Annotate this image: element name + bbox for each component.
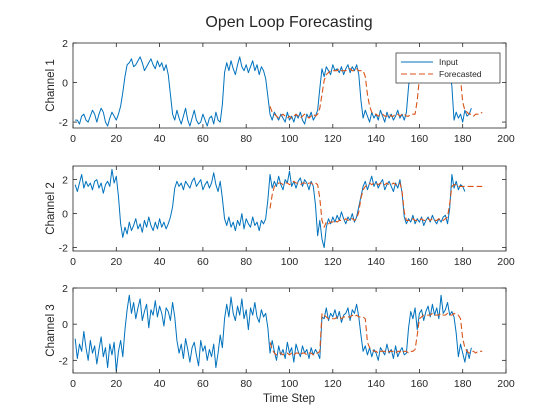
x-tick-label: 20 [110,378,122,390]
x-tick-label: 80 [240,378,252,390]
y-tick-label: -2 [59,355,68,367]
series-group [74,294,483,372]
x-tick-label: 0 [70,378,76,390]
x-tick-label: 0 [70,256,76,268]
x-axis-label: Time Step [263,393,315,405]
axes-box [72,287,507,374]
axes-box [72,165,507,252]
x-tick-label: 100 [281,133,299,145]
y-axis-label: Channel 3 [45,304,57,356]
x-tick-label: 160 [411,133,429,145]
y-tick-label: 0 [62,319,68,331]
x-tick-label: 100 [281,256,299,268]
x-tick-label: 160 [411,256,429,268]
chart-title: Open Loop Forecasting [205,14,372,31]
x-tick-label: 180 [454,256,472,268]
x-tick-label: 120 [324,378,342,390]
x-tick-label: 40 [154,378,166,390]
legend-label-forecast: Forecasted [439,69,482,79]
forecast-series-line [269,312,483,356]
y-axis-label: Channel 2 [45,182,57,234]
x-tick-label: 120 [324,133,342,145]
legend-box [395,52,501,84]
x-tick-label: 40 [154,133,166,145]
x-tick-label: 20 [110,256,122,268]
x-tick-label: 200 [497,133,515,145]
x-tick-label: 80 [240,256,252,268]
x-tick-label: 140 [367,133,385,145]
x-tick-label: 120 [324,256,342,268]
y-tick-label: 2 [62,175,68,187]
x-tick-label: 200 [497,378,515,390]
input-series-line [74,294,472,372]
y-axis-label: Channel 1 [45,59,57,111]
y-tick-label: 2 [62,283,68,295]
input-series-line [75,56,472,127]
x-tick-label: 60 [197,133,209,145]
y-tick-label: -2 [59,117,68,129]
legend: Input Forecasted [395,52,501,84]
x-tick-label: 200 [497,256,515,268]
x-tick-label: 0 [70,133,76,145]
y-tick-label: 0 [62,78,68,90]
series-group [74,168,483,249]
x-tick-label: 100 [281,378,299,390]
x-tick-label: 40 [154,256,166,268]
y-tick-label: -2 [59,243,68,255]
x-tick-label: 60 [197,378,209,390]
x-tick-label: 80 [240,133,252,145]
legend-label-input: Input [439,57,459,67]
x-tick-label: 140 [367,256,385,268]
x-tick-label: 20 [110,133,122,145]
x-tick-label: 160 [411,378,429,390]
y-tick-label: 2 [62,38,68,50]
x-tick-label: 180 [454,378,472,390]
x-tick-label: 140 [367,378,385,390]
y-tick-label: 0 [62,209,68,221]
input-series-line [74,168,466,249]
x-tick-label: 60 [197,256,209,268]
x-tick-label: 180 [454,133,472,145]
forecast-series-line [269,180,483,228]
